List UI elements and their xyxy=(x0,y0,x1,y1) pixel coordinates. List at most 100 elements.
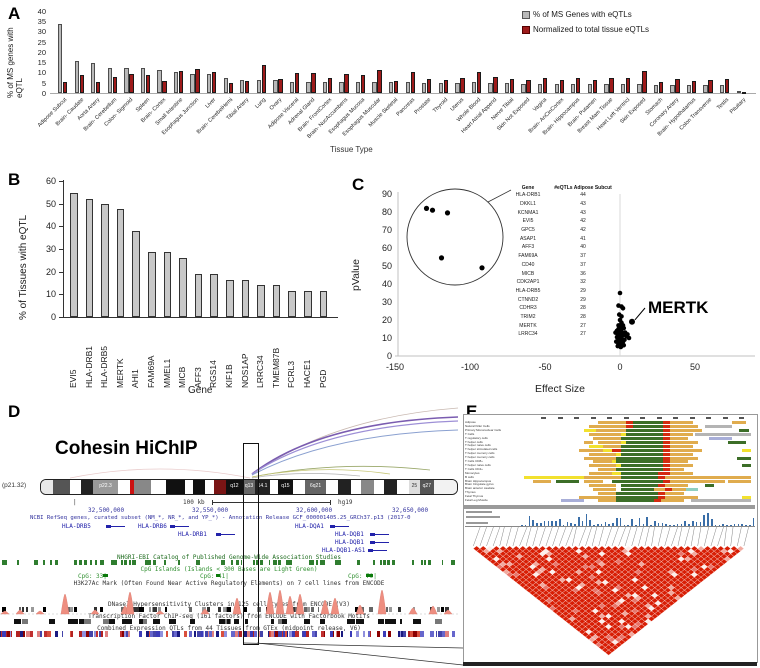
bar-gray xyxy=(389,81,394,93)
fan-line xyxy=(704,526,709,547)
heatmap-segment xyxy=(597,440,622,444)
heatmap-row-label: Fetal Thymus xyxy=(465,494,484,499)
panel-b-ytick: 0 xyxy=(50,312,56,322)
dnase-cluster-box xyxy=(436,607,441,612)
signal-track-microlabel xyxy=(466,516,500,518)
gtex-eqtl-box xyxy=(420,631,424,637)
gene-glyph-intron xyxy=(373,550,387,551)
signal-bar xyxy=(600,524,603,526)
heatmap-segment xyxy=(583,479,603,483)
scatter-point xyxy=(621,342,627,348)
gwas-tick xyxy=(152,560,155,565)
panel-c-xtick: -50 xyxy=(538,362,551,372)
h3k27ac-peak xyxy=(232,597,242,615)
bar-gene xyxy=(70,193,78,317)
signal-bar xyxy=(619,518,622,526)
gtex-eqtl-box xyxy=(402,631,407,637)
heatmap-row-label: T regulatory cells xyxy=(465,435,488,440)
table-cell-value: 29 xyxy=(580,296,586,303)
fan-line xyxy=(585,526,592,547)
signal-bar xyxy=(623,524,626,526)
dnase-cluster-box xyxy=(242,607,247,612)
panel-c-inset-table: Gene #eQTLs Adipose Subcut HLA-DRB1 44 DKKL1… xyxy=(508,185,620,339)
heatmap-segment xyxy=(658,491,666,495)
signal-bar xyxy=(597,524,599,526)
heatmap-segment xyxy=(523,476,584,480)
gwas-tick xyxy=(121,560,123,565)
signal-bar xyxy=(657,522,660,526)
bar-gray xyxy=(471,81,477,93)
gene-glyph-intron xyxy=(111,526,125,527)
bar-gray xyxy=(140,68,146,93)
gwas-tick xyxy=(95,560,98,565)
bar-red xyxy=(625,77,631,93)
heatmap-segment xyxy=(669,472,693,476)
tf-chipseq-box xyxy=(75,619,79,624)
panel-b-xtick: HLA-DRB1 xyxy=(83,345,94,388)
heatmap-segment xyxy=(741,464,751,468)
ideogram-band xyxy=(184,480,193,494)
dnase-cluster-box xyxy=(139,607,143,612)
gene-glyph-exon xyxy=(330,525,335,528)
fan-line xyxy=(717,526,724,547)
tf-chipseq-box xyxy=(83,619,92,624)
bar-gene xyxy=(257,285,265,317)
panel-b-xtick: MERTK xyxy=(114,358,125,388)
heatmap-segment xyxy=(662,468,670,472)
panel-b-xtick: AFF3 xyxy=(192,367,203,388)
gtex-eqtl-box xyxy=(295,631,299,637)
heatmap-segment xyxy=(662,433,670,437)
heatmap-segment xyxy=(625,421,633,425)
dnase-cluster-box xyxy=(305,607,311,612)
gwas-tick xyxy=(380,560,382,565)
signal-bar xyxy=(661,523,664,526)
position-tick xyxy=(739,417,744,419)
table-header-gene: Gene xyxy=(521,185,535,191)
gtex-eqtl-box xyxy=(451,631,454,637)
bar-gray xyxy=(686,84,692,93)
signal-bar xyxy=(684,520,686,526)
scatter-point xyxy=(619,314,624,319)
gwas-tick xyxy=(252,560,256,565)
heatmap-segment xyxy=(669,456,698,460)
bar-red xyxy=(129,74,134,93)
bar-red xyxy=(195,69,200,93)
scale-label: 100 kb xyxy=(183,499,205,506)
gtex-eqtl-box xyxy=(257,631,261,637)
ld-triangle-heatmap xyxy=(473,545,745,656)
bar-gray xyxy=(190,74,195,93)
signal-bar xyxy=(578,516,580,526)
gtex-eqtl-box xyxy=(40,631,43,637)
gwas-tick xyxy=(89,560,93,565)
gwas-tick xyxy=(74,560,77,565)
circle-pointer-line xyxy=(487,189,512,203)
gtex-eqtl-box xyxy=(250,631,253,637)
heatmap-segment xyxy=(616,452,622,456)
heatmap-segment xyxy=(709,437,733,441)
gwas-tick xyxy=(277,560,282,565)
heatmap-segment xyxy=(669,468,684,472)
gtex-eqtl-box xyxy=(442,631,445,637)
heatmap-segment xyxy=(616,499,654,503)
panel-a-ytick: 25 xyxy=(37,37,46,47)
gwas-track-title: NHGRI-EBI Catalog of Published Genome-Wi… xyxy=(117,554,341,561)
table-cell-gene: TRIM2 xyxy=(520,313,536,320)
heatmap-segment xyxy=(662,440,670,444)
h3k27ac-peak xyxy=(0,610,10,615)
panel-b-xtick: LRRC34 xyxy=(255,355,266,388)
gwas-tick xyxy=(111,560,115,565)
dnase-cluster-box xyxy=(292,607,298,612)
dnase-cluster-box xyxy=(207,607,210,612)
h3k27ac-peak xyxy=(15,609,25,615)
gtex-eqtl-box xyxy=(19,631,24,637)
fan-line xyxy=(492,526,501,547)
bar-red xyxy=(658,81,664,93)
table-row: LRRC34 27 xyxy=(508,330,620,339)
h3k27ac-peak xyxy=(125,591,135,615)
heatmap-segment xyxy=(588,483,617,487)
scatter-point xyxy=(613,330,618,335)
gtex-eqtl-box xyxy=(305,631,309,637)
bar-gray xyxy=(58,23,63,93)
bar-gene xyxy=(288,290,296,317)
ld-cell xyxy=(737,545,745,552)
